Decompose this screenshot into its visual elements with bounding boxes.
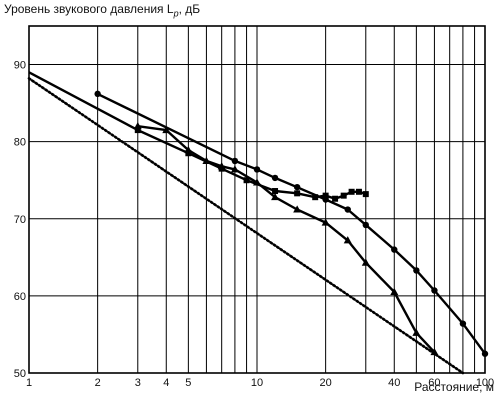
x-tick-label: 5 [185,377,191,389]
series-3-point [218,165,225,172]
x-axis-title: Расстояние, м [414,380,494,394]
series-2-point [230,165,239,173]
chart-title-text: Уровень звукового давления L [4,2,174,16]
series-3-point [355,188,362,195]
gridlines [29,26,486,374]
y-tick-label: 60 [14,291,26,303]
series-1-point [413,267,420,274]
series-2-point [271,192,280,201]
y-tick-label: 50 [14,368,26,380]
series-3-point [134,127,141,134]
x-tick-label: 1 [26,377,32,389]
series-1-point [431,287,438,294]
chart-title-unit: , дБ [178,2,201,16]
chart-title: Уровень звукового давления Lp, дБ [4,2,200,18]
series-3-point [332,195,339,202]
series-2-point [361,258,370,266]
series-2-point [162,125,171,134]
x-tick-label: 100 [476,377,494,389]
chart-title-subscript: p [173,8,179,19]
series-2-point [390,287,399,296]
x-tick-label: 3 [135,377,141,389]
series-3-point [294,190,301,197]
series-4-line [27,77,465,375]
series-3-point [322,192,329,199]
series-1-point [362,221,369,229]
series-1-point [293,183,301,191]
series-2-line [137,125,436,354]
series-3-point [312,194,319,201]
series-1-point [459,320,467,327]
series-1-point [253,166,261,173]
series-3-line [28,71,367,200]
series-1-point [271,174,279,182]
y-axis-ticks: 50 60 70 80 90 [14,60,26,380]
x-tick-label: 20 [320,377,332,389]
x-tick-label: 40 [388,377,400,389]
series-3-point [185,150,192,157]
series-3-point [340,192,347,199]
y-tick-label: 80 [14,137,26,149]
series-1-point [94,90,101,98]
x-tick-label: 10 [251,377,263,389]
x-tick-label: 2 [95,377,101,389]
series-3-point [272,188,279,195]
series-layer [27,71,489,375]
x-tick-label: 4 [163,377,169,389]
series-2-point [412,328,421,336]
y-tick-label: 90 [14,60,26,72]
series-2-point [321,218,330,226]
series-3-point [348,188,355,195]
y-tick-label: 70 [14,214,26,226]
x-axis-ticks: 1 2 3 4 5 10 20 40 60 100 [26,377,494,389]
x-tick-label: 60 [428,377,440,389]
series-2-point [343,236,352,244]
plot-frame [28,25,486,374]
series-3-point [243,177,250,184]
series-1-point [344,206,351,213]
series-1-point [481,350,489,357]
series-1-point [231,157,239,165]
series-2-point [293,205,302,213]
series-3-point [362,191,369,198]
series-1-line [97,92,486,355]
series-1-point [391,246,398,253]
